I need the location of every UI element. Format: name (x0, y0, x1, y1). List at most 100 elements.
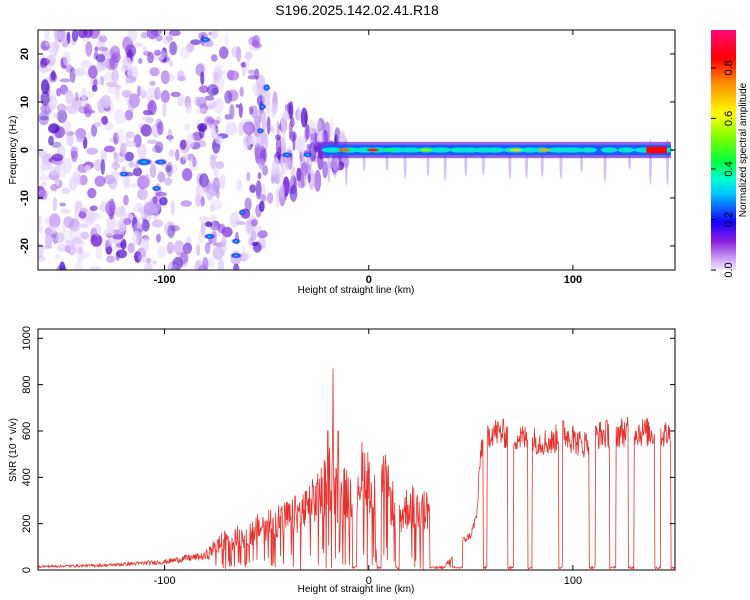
spectrogram-ridge-core (459, 147, 480, 153)
spectrogram-noise-cell (177, 76, 187, 82)
spectrogram-noise-cell (146, 139, 158, 144)
spectrogram-noise-cell (172, 257, 183, 270)
spectrogram-noise-cell (137, 188, 148, 201)
spectrogram-noise-cell (174, 149, 180, 161)
spectrogram-noise-cell (209, 153, 218, 160)
spectrogram-blob (302, 151, 313, 158)
spectrogram-noise-cell (157, 171, 166, 183)
spectrogram-noise-cell (200, 221, 206, 236)
spectrogram-noise-cell (168, 74, 175, 82)
spectrogram-noise-cell (86, 147, 99, 155)
spectrogram-noise-cell (49, 71, 58, 83)
spectrogram-noise-cell (199, 173, 209, 188)
spectrogram-noise-cell (84, 103, 93, 118)
spectrogram-noise-cell (59, 78, 71, 83)
spectrogram-noise-cell (214, 64, 224, 71)
spectrogram-noise-cell (198, 264, 208, 270)
spectrogram-noise-cell (168, 149, 175, 158)
spectrogram-noise-cell (114, 109, 126, 125)
spectrogram-noise-cell (86, 132, 92, 139)
snr-x-tick-label: 0 (366, 575, 372, 587)
spectrogram-noise-cell (133, 42, 144, 47)
spectrogram-noise-cell (123, 217, 132, 225)
spectrogram-streak (275, 187, 280, 208)
spectrogram-noise-cell (143, 201, 156, 216)
spectrogram-streak (275, 135, 282, 158)
spectrogram-noise-cell (224, 34, 229, 49)
spectrogram-streak (270, 167, 275, 184)
spectrogram-noise-cell (68, 237, 80, 254)
spectrogram-noise-cell (67, 243, 77, 256)
spectrogram-noise-cell (140, 32, 149, 39)
spectrogram-streak (255, 179, 262, 197)
spectrogram-noise-cell (161, 47, 168, 63)
spectrogram-noise-cell (48, 42, 58, 54)
spectrogram-streak (322, 160, 328, 179)
spectrogram-noise-cell (88, 266, 101, 270)
spectrogram-noise-cell (73, 261, 84, 270)
spectrogram-noise-cell (242, 121, 252, 134)
spectrogram-noise-cell (108, 177, 118, 190)
spectrogram-noise-cell (235, 104, 240, 109)
spectrogram-streak (282, 131, 286, 149)
spectrogram-noise-cell (199, 102, 208, 115)
spectrogram-noise-cell (244, 51, 253, 60)
snr-y-tick-label: 0 (21, 567, 33, 573)
spectrogram-noise-cell (124, 109, 134, 121)
spectrogram-noise-cell (54, 30, 61, 42)
spectrogram-noise-cell (235, 220, 246, 226)
spectrogram-x-tick-label: 0 (366, 274, 372, 286)
spectrogram-noise-cell (114, 155, 119, 171)
spectrogram-noise-cell (128, 162, 135, 167)
spectrogram-noise-cell (251, 218, 258, 227)
spectrogram-noise-cell (141, 219, 150, 232)
spectrogram-noise-cell (149, 163, 157, 178)
spectrogram-noise-cell (94, 46, 99, 52)
spectrogram-noise-cell (154, 86, 161, 101)
spectrogram-noise-cell (185, 102, 193, 114)
snr-y-tick-label: 400 (21, 468, 33, 486)
spectrogram-noise-cell (257, 230, 268, 239)
spectrogram-y-tick-label: -10 (19, 190, 31, 206)
spectrogram-noise-cell (149, 67, 160, 77)
spectrogram-y-tick-label: 10 (19, 96, 31, 108)
spectrogram-noise-cell (113, 132, 119, 145)
spectrogram-noise-cell (215, 161, 225, 169)
spectrogram-noise-cell (87, 187, 97, 199)
spectrogram-noise-cell (142, 187, 149, 204)
spectrogram-blob (118, 171, 129, 177)
spectrogram-noise-cell (245, 219, 256, 227)
spectrogram-noise-cell (190, 39, 202, 45)
spectrogram-noise-cell (184, 123, 191, 131)
spectrogram-noise-cell (57, 109, 68, 123)
spectrogram-noise-cell (65, 64, 73, 73)
spectrogram-noise-cell (192, 157, 197, 168)
spectrogram-noise-cell (198, 85, 209, 94)
spectrogram-noise-cell (93, 121, 102, 128)
spectrogram-noise-cell (127, 66, 139, 81)
spectrogram-noise-cell (221, 226, 233, 238)
spectrogram-noise-cell (137, 57, 143, 65)
spectrogram-streak (260, 194, 267, 202)
spectrogram-noise-cell (50, 184, 58, 192)
spectrogram-noise-cell (204, 115, 214, 126)
spectrogram-noise-cell (224, 90, 233, 104)
spectrogram-noise-cell (111, 51, 121, 64)
spectrogram-noise-cell (41, 181, 47, 187)
spectrogram-noise-cell (70, 146, 79, 152)
spectrogram-noise-cell (55, 253, 60, 260)
spectrogram-noise-cell (56, 103, 67, 113)
spectrogram-streak (261, 110, 267, 133)
spectrogram-streak (254, 146, 260, 164)
spectrogram-noise-cell (75, 240, 85, 246)
spectrogram-noise-cell (101, 94, 112, 109)
spectrogram-noise-cell (82, 251, 91, 259)
spectrogram-noise-cell (140, 236, 150, 253)
spectrogram-streak (287, 102, 291, 115)
spectrogram-noise-cell (68, 218, 81, 232)
spectrogram-blob (281, 151, 294, 158)
spectrogram-noise-cell (59, 261, 66, 270)
spectrogram-streak (321, 118, 326, 126)
spectrogram-noise-cell (197, 123, 208, 132)
spectrogram-streak (297, 106, 302, 122)
